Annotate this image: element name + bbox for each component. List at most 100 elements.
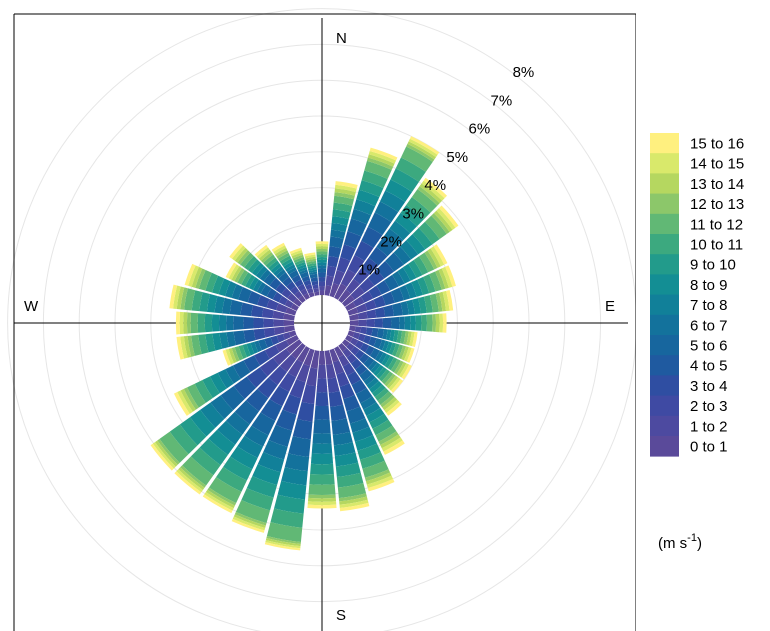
bar-segment-80deg-bin10 [423, 295, 433, 313]
bar-segment-230deg-bin10 [169, 424, 198, 455]
bar-segment-350deg-bin4 [310, 277, 318, 283]
bar-segment-0deg-bin11 [316, 251, 328, 255]
wind-rose-bar-290deg [184, 263, 297, 316]
bar-segment-290deg-bin1 [276, 303, 288, 313]
bar-segment-170deg-bin9 [335, 462, 361, 478]
bar-segment-70deg-bin7 [405, 282, 417, 299]
bar-segment-70deg-bin12 [435, 269, 446, 290]
bar-segment-340deg-bin2 [305, 283, 313, 290]
bar-segment-180deg-bin6 [312, 433, 332, 444]
bar-segment-50deg-bin14 [436, 208, 456, 230]
bar-segment-70deg-bin5 [390, 287, 404, 303]
bar-segment-310deg-bin5 [263, 272, 277, 286]
bar-segment-350deg-bin2 [312, 284, 319, 289]
bar-segment-90deg-bin6 [399, 316, 405, 330]
bar-segment-40deg-bin4 [368, 246, 388, 266]
legend-swatch-1 [650, 415, 679, 437]
wind-rose-bar-120deg [345, 335, 412, 380]
ring-label-5pct: 5% [446, 149, 468, 166]
bar-segment-100deg-bin0 [349, 325, 356, 332]
bar-segment-150deg-bin3 [347, 371, 361, 385]
wind-rose-bar-160deg [329, 348, 395, 492]
bar-segment-0deg-bin13 [315, 246, 329, 250]
bar-segment-210deg-bin8 [230, 446, 258, 470]
wind-rose-bar-340deg [289, 247, 315, 298]
bar-segment-110deg-bin8 [385, 341, 393, 354]
bar-segment-160deg-bin10 [359, 452, 385, 469]
compass-label-south: S [336, 607, 346, 624]
bar-segment-210deg-bin2 [278, 372, 297, 392]
wind-rose-bar-330deg [271, 242, 310, 300]
bar-segment-240deg-bin9 [202, 376, 220, 399]
bar-segment-110deg-bin6 [378, 339, 386, 351]
bar-segment-10deg-bin14 [334, 184, 357, 193]
bar-segment-250deg-bin5 [258, 338, 268, 351]
bar-segment-210deg-bin13 [205, 489, 235, 509]
bar-segment-120deg-bin8 [381, 353, 391, 366]
bar-segment-340deg-bin11 [293, 257, 305, 264]
bar-segment-340deg-bin13 [291, 252, 304, 259]
bar-segment-350deg-bin11 [306, 260, 317, 265]
bar-segment-350deg-bin0 [314, 291, 320, 296]
legend-label-9: 9 to 10 [690, 257, 736, 274]
bar-segment-90deg-bin0 [349, 320, 359, 326]
bar-segment-300deg-bin11 [237, 269, 249, 285]
bar-segment-140deg-bin14 [384, 399, 400, 413]
bar-segment-200deg-bin7 [257, 451, 285, 473]
bar-segment-330deg-bin12 [276, 250, 289, 259]
bar-segment-290deg-bin4 [247, 291, 261, 306]
bar-segment-70deg-bin13 [438, 268, 449, 289]
bar-segment-40deg-bin7 [389, 220, 411, 241]
bar-segment-150deg-bin4 [351, 379, 367, 395]
bar-segment-120deg-bin4 [364, 345, 375, 356]
bar-segment-0deg-bin12 [316, 248, 328, 252]
bar-segment-50deg-bin6 [393, 246, 411, 265]
bar-segment-300deg-bin8 [248, 277, 259, 291]
bar-segment-10deg-bin11 [333, 195, 355, 206]
bar-segment-150deg-bin1 [338, 354, 350, 367]
bar-segment-140deg-bin5 [359, 368, 373, 382]
bar-segment-260deg-bin9 [205, 333, 216, 353]
bar-segment-150deg-bin10 [372, 419, 393, 436]
bar-segment-110deg-bin3 [363, 335, 372, 345]
bar-segment-250deg-bin9 [242, 343, 251, 358]
bar-segment-320deg-bin0 [298, 295, 306, 304]
bar-segment-90deg-bin11 [426, 314, 433, 332]
bar-segment-140deg-bin11 [377, 391, 393, 405]
ring-label-4pct: 4% [424, 177, 446, 194]
bar-segment-10deg-bin13 [334, 188, 356, 196]
bar-segment-170deg-bin15 [339, 502, 370, 512]
bar-segment-330deg-bin3 [294, 279, 304, 288]
bar-segment-130deg-bin14 [388, 377, 401, 391]
bar-segment-230deg-bin15 [150, 443, 174, 471]
bar-segment-210deg-bin6 [244, 425, 269, 447]
bar-segment-190deg-bin5 [288, 436, 311, 458]
bar-segment-280deg-bin5 [229, 299, 243, 316]
bar-segment-260deg-bin1 [273, 326, 286, 336]
bar-segment-70deg-bin11 [429, 271, 442, 292]
bar-segment-30deg-bin6 [374, 201, 399, 223]
bar-segment-50deg-bin2 [359, 277, 375, 293]
bar-segment-50deg-bin4 [376, 261, 395, 279]
bar-segment-80deg-bin0 [349, 313, 359, 321]
bar-segment-260deg-bin7 [219, 332, 230, 349]
bar-segment-140deg-bin7 [366, 377, 379, 390]
bar-segment-320deg-bin11 [263, 254, 276, 266]
bar-segment-300deg-bin14 [228, 264, 240, 280]
bar-segment-320deg-bin15 [254, 244, 268, 257]
bar-segment-130deg-bin6 [367, 360, 378, 371]
bar-segment-110deg-bin1 [352, 332, 361, 340]
bar-segment-20deg-bin15 [369, 147, 398, 161]
wind-rose-bar-300deg [225, 262, 299, 311]
legend-label-7: 7 to 8 [690, 297, 728, 314]
bar-segment-250deg-bin14 [225, 348, 234, 365]
bar-segment-260deg-bin15 [176, 336, 185, 360]
bar-segment-240deg-bin10 [194, 380, 213, 403]
bar-segment-140deg-bin15 [386, 401, 402, 416]
legend-label-2: 2 to 3 [690, 398, 728, 415]
bar-segment-190deg-bin12 [266, 535, 301, 545]
bar-segment-320deg-bin5 [278, 272, 290, 283]
bar-segment-110deg-bin10 [391, 343, 400, 357]
compass-label-west: W [24, 298, 39, 315]
wind-rose-bar-70deg [347, 265, 456, 316]
